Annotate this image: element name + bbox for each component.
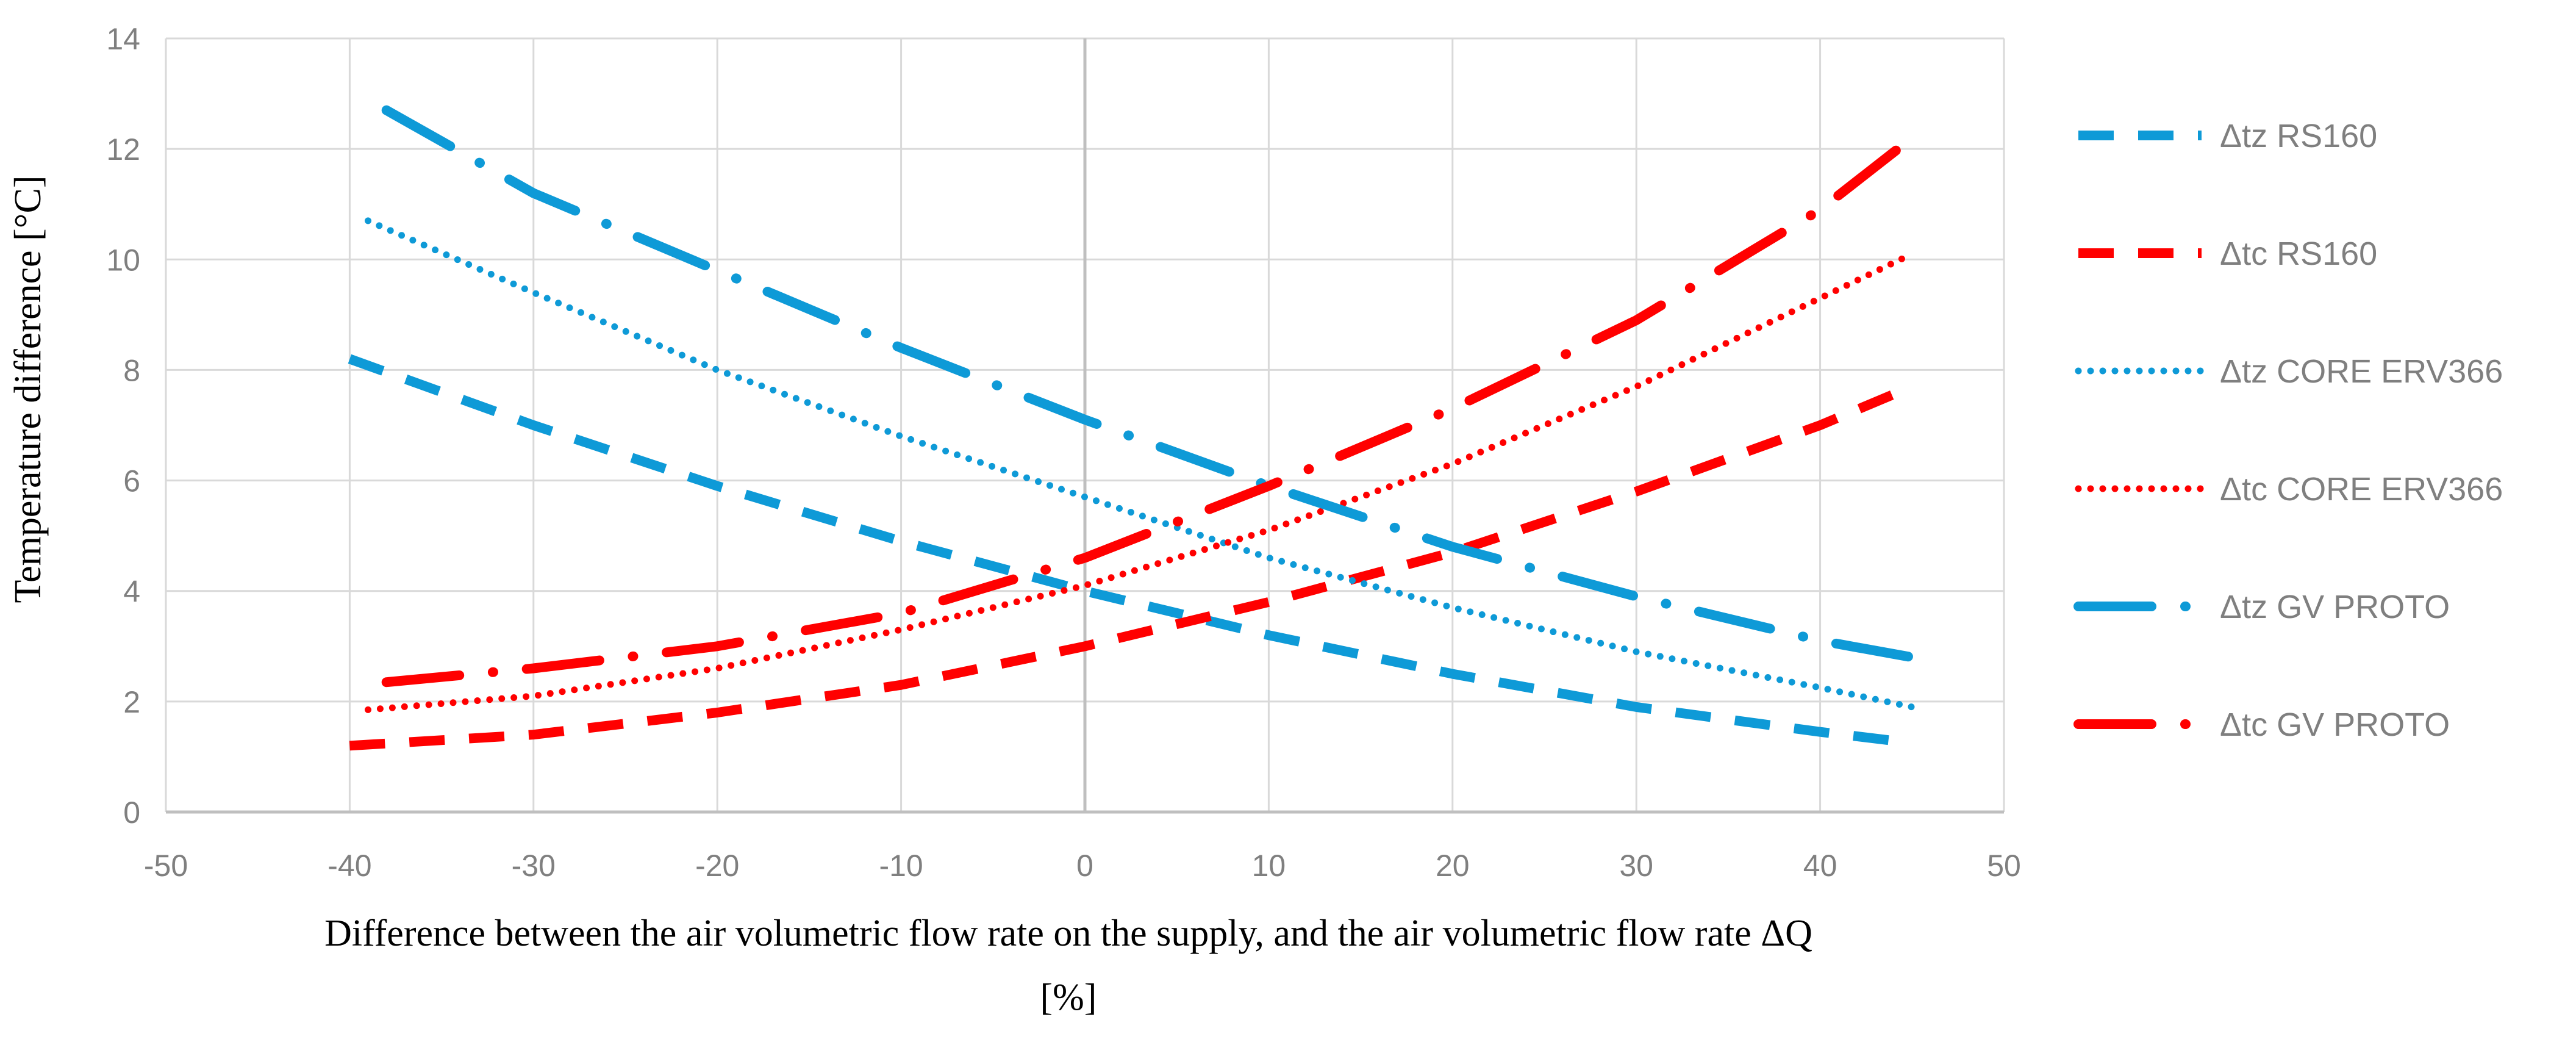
x-axis-title: Difference between the air volumetric fl… bbox=[324, 913, 1812, 954]
x-tick-label: -30 bbox=[512, 849, 556, 883]
y-tick-label: 0 bbox=[123, 796, 140, 830]
legend-label-4: Δtc CORE ERV366 bbox=[2220, 471, 2503, 508]
x-tick-label: 10 bbox=[1252, 849, 1286, 883]
x-tick-label: -10 bbox=[879, 849, 923, 883]
x-tick-label: -20 bbox=[695, 849, 739, 883]
y-tick-label: 10 bbox=[106, 243, 140, 277]
series-line-4 bbox=[365, 250, 1916, 713]
x-tick-label: -50 bbox=[144, 849, 188, 883]
legend-label-2: Δtc RS160 bbox=[2220, 235, 2377, 272]
legend-label-5: Δtz GV PROTO bbox=[2220, 589, 2450, 625]
x-tick-label: 20 bbox=[1436, 849, 1470, 883]
legend-label-1: Δtz RS160 bbox=[2220, 118, 2377, 154]
legend-label-6: Δtc GV PROTO bbox=[2220, 706, 2450, 743]
series-line-3 bbox=[365, 217, 1916, 711]
y-tick-label: 4 bbox=[123, 575, 140, 609]
series-line-5 bbox=[381, 105, 1917, 663]
grid bbox=[165, 37, 2005, 814]
tick-labels: -50 -40 -30 -20 -10 0 10 20 30 40 50 0 2 4 6 8 10 12 14 bbox=[106, 22, 2020, 883]
x-axis-title-unit: [%] bbox=[1040, 977, 1097, 1018]
legend-label-3: Δtz CORE ERV366 bbox=[2220, 353, 2503, 390]
x-tick-label: 40 bbox=[1803, 849, 1837, 883]
y-tick-label: 6 bbox=[123, 464, 140, 498]
y-tick-label: 12 bbox=[106, 132, 140, 167]
series-line-1 bbox=[348, 354, 1913, 748]
series-line-2 bbox=[349, 382, 1914, 751]
y-axis-title: Temperature difference [°C] bbox=[7, 176, 49, 603]
y-tick-label: 8 bbox=[123, 353, 140, 387]
x-tick-label: 0 bbox=[1076, 849, 1093, 883]
x-tick-label: -40 bbox=[327, 849, 371, 883]
series-layer bbox=[348, 105, 1917, 751]
series-line-6 bbox=[381, 133, 1917, 688]
y-tick-label: 14 bbox=[106, 22, 140, 56]
x-tick-label: 50 bbox=[1987, 849, 2021, 883]
y-tick-label: 2 bbox=[123, 685, 140, 719]
legend: Δtz RS160 Δtc RS160 Δtz CORE ERV366 Δtc COR… bbox=[2073, 118, 2503, 743]
x-tick-label: 30 bbox=[1619, 849, 1653, 883]
